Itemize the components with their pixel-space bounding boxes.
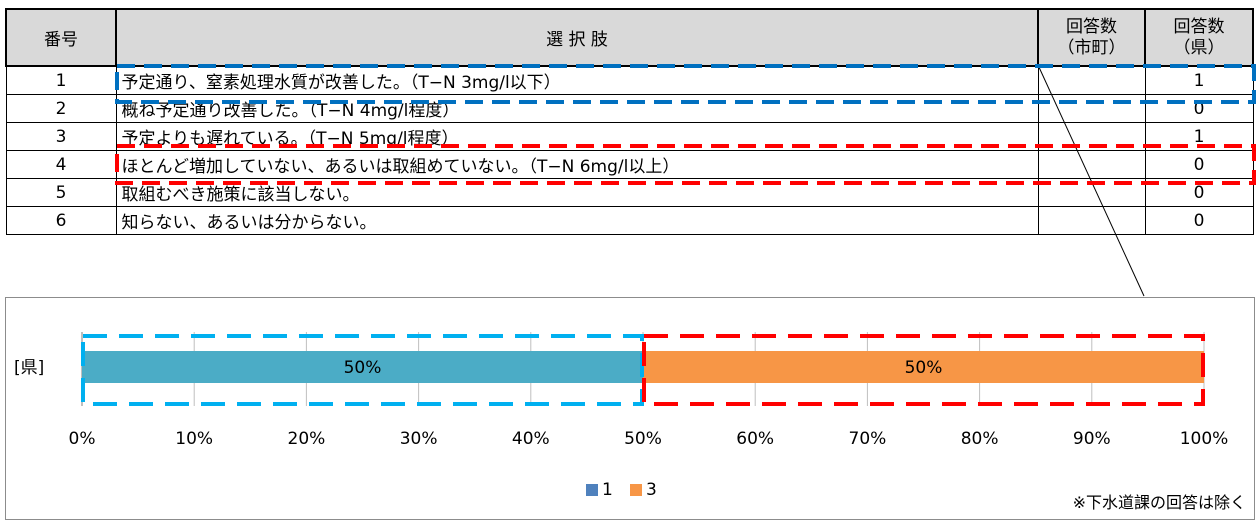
header-municipal: 回答数 （市町） <box>1037 8 1146 67</box>
row-prefecture-count: 0 <box>1144 206 1254 235</box>
x-tick-label: 0% <box>69 429 96 449</box>
chart-data-labels: 50% 50% <box>344 358 943 378</box>
table-row: 6 知らない、あるいは分からない。 0 <box>5 206 1254 235</box>
row-prefecture-count: 1 <box>1144 122 1254 151</box>
header-prefecture-line1: 回答数 <box>1173 16 1225 37</box>
x-tick-label: 30% <box>400 429 438 449</box>
row-label: 予定通り、窒素処理水質が改善した。（T−N 3mg/l以下） <box>115 65 1039 95</box>
category-label: [県] <box>14 358 44 378</box>
legend-swatch-3 <box>630 484 642 496</box>
chart-bars <box>82 351 1204 383</box>
table-row: 5 取組むべき施策に該当しない。 0 <box>5 178 1254 207</box>
chart-highlight-red-box <box>642 334 1205 406</box>
header-prefecture: 回答数 （県） <box>1144 8 1254 67</box>
row-municipal-count <box>1037 122 1146 151</box>
x-tick-label: 40% <box>512 429 550 449</box>
x-tick-label: 50% <box>624 429 662 449</box>
row-number: 2 <box>5 94 117 123</box>
chart-area: 50% 50% 0% 10% 20% 30% 40% 50% 60% 70% 80% 90% 100%… <box>5 297 1255 520</box>
legend-label-1: 1 <box>602 480 613 500</box>
x-tick-label: 80% <box>961 429 999 449</box>
x-tick-label: 60% <box>736 429 774 449</box>
chart-highlight-boxes <box>81 334 1205 406</box>
table-row: 4 ほとんど増加していない、あるいは取組めていない。（T−N 6mg/l以上） … <box>5 150 1254 179</box>
x-tick-label: 10% <box>175 429 213 449</box>
data-label: 50% <box>905 358 943 378</box>
legend-label-3: 3 <box>646 480 657 500</box>
row-label: 知らない、あるいは分からない。 <box>115 206 1039 235</box>
row-label: ほとんど増加していない、あるいは取組めていない。（T−N 6mg/l以上） <box>115 150 1039 179</box>
table-header-row: 番号 選 択 肢 回答数 （市町） 回答数 （県） <box>5 8 1254 67</box>
chart-highlight-blue-box <box>81 334 644 406</box>
row-number: 6 <box>5 206 117 235</box>
row-municipal-count <box>1037 178 1146 207</box>
header-prefecture-line2: （県） <box>1173 37 1225 58</box>
header-municipal-line2: （市町） <box>1057 37 1126 58</box>
row-municipal-count <box>1037 65 1146 95</box>
row-prefecture-count: 0 <box>1144 178 1254 207</box>
row-number: 5 <box>5 178 117 207</box>
header-choice: 選 択 肢 <box>115 8 1039 67</box>
row-municipal-count <box>1037 150 1146 179</box>
x-tick-label: 20% <box>288 429 326 449</box>
x-tick-label: 90% <box>1073 429 1111 449</box>
row-prefecture-count: 1 <box>1144 65 1254 95</box>
row-label: 取組むべき施策に該当しない。 <box>115 178 1039 207</box>
row-prefecture-count: 0 <box>1144 150 1254 179</box>
table-row: 2 概ね予定通り改善した。（T−N 4mg/l程度） 0 <box>5 94 1254 123</box>
row-label: 予定よりも遅れている。（T−N 5mg/l程度） <box>115 122 1039 151</box>
data-label: 50% <box>344 358 382 378</box>
x-tick-label: 70% <box>849 429 887 449</box>
row-number: 3 <box>5 122 117 151</box>
x-tick-label: 100% <box>1180 429 1229 449</box>
answers-table: 番号 選 択 肢 回答数 （市町） 回答数 （県） 1 予定通り、窒素処理水質が… <box>5 8 1254 235</box>
header-number: 番号 <box>5 8 117 67</box>
table-row: 1 予定通り、窒素処理水質が改善した。（T−N 3mg/l以下） 1 <box>5 65 1254 95</box>
row-label: 概ね予定通り改善した。（T−N 4mg/l程度） <box>115 94 1039 123</box>
chart-x-ticks: 0% 10% 20% 30% 40% 50% 60% 70% 80% 90% 100% <box>69 429 1229 449</box>
row-municipal-count <box>1037 94 1146 123</box>
table-row: 3 予定よりも遅れている。（T−N 5mg/l程度） 1 <box>5 122 1254 151</box>
stacked-bar-chart: 50% 50% 0% 10% 20% 30% 40% 50% 60% 70% 80% 90% 100%… <box>14 332 1229 500</box>
row-prefecture-count: 0 <box>1144 94 1254 123</box>
row-number: 4 <box>5 150 117 179</box>
legend-swatch-1 <box>586 484 598 496</box>
row-number: 1 <box>5 65 117 95</box>
row-municipal-count <box>1037 206 1146 235</box>
bar-segment-3 <box>643 351 1204 383</box>
footnote: ※下水道課の回答は除く <box>1072 493 1246 512</box>
bar-segment-1 <box>82 351 643 383</box>
header-municipal-line1: 回答数 <box>1066 16 1117 37</box>
